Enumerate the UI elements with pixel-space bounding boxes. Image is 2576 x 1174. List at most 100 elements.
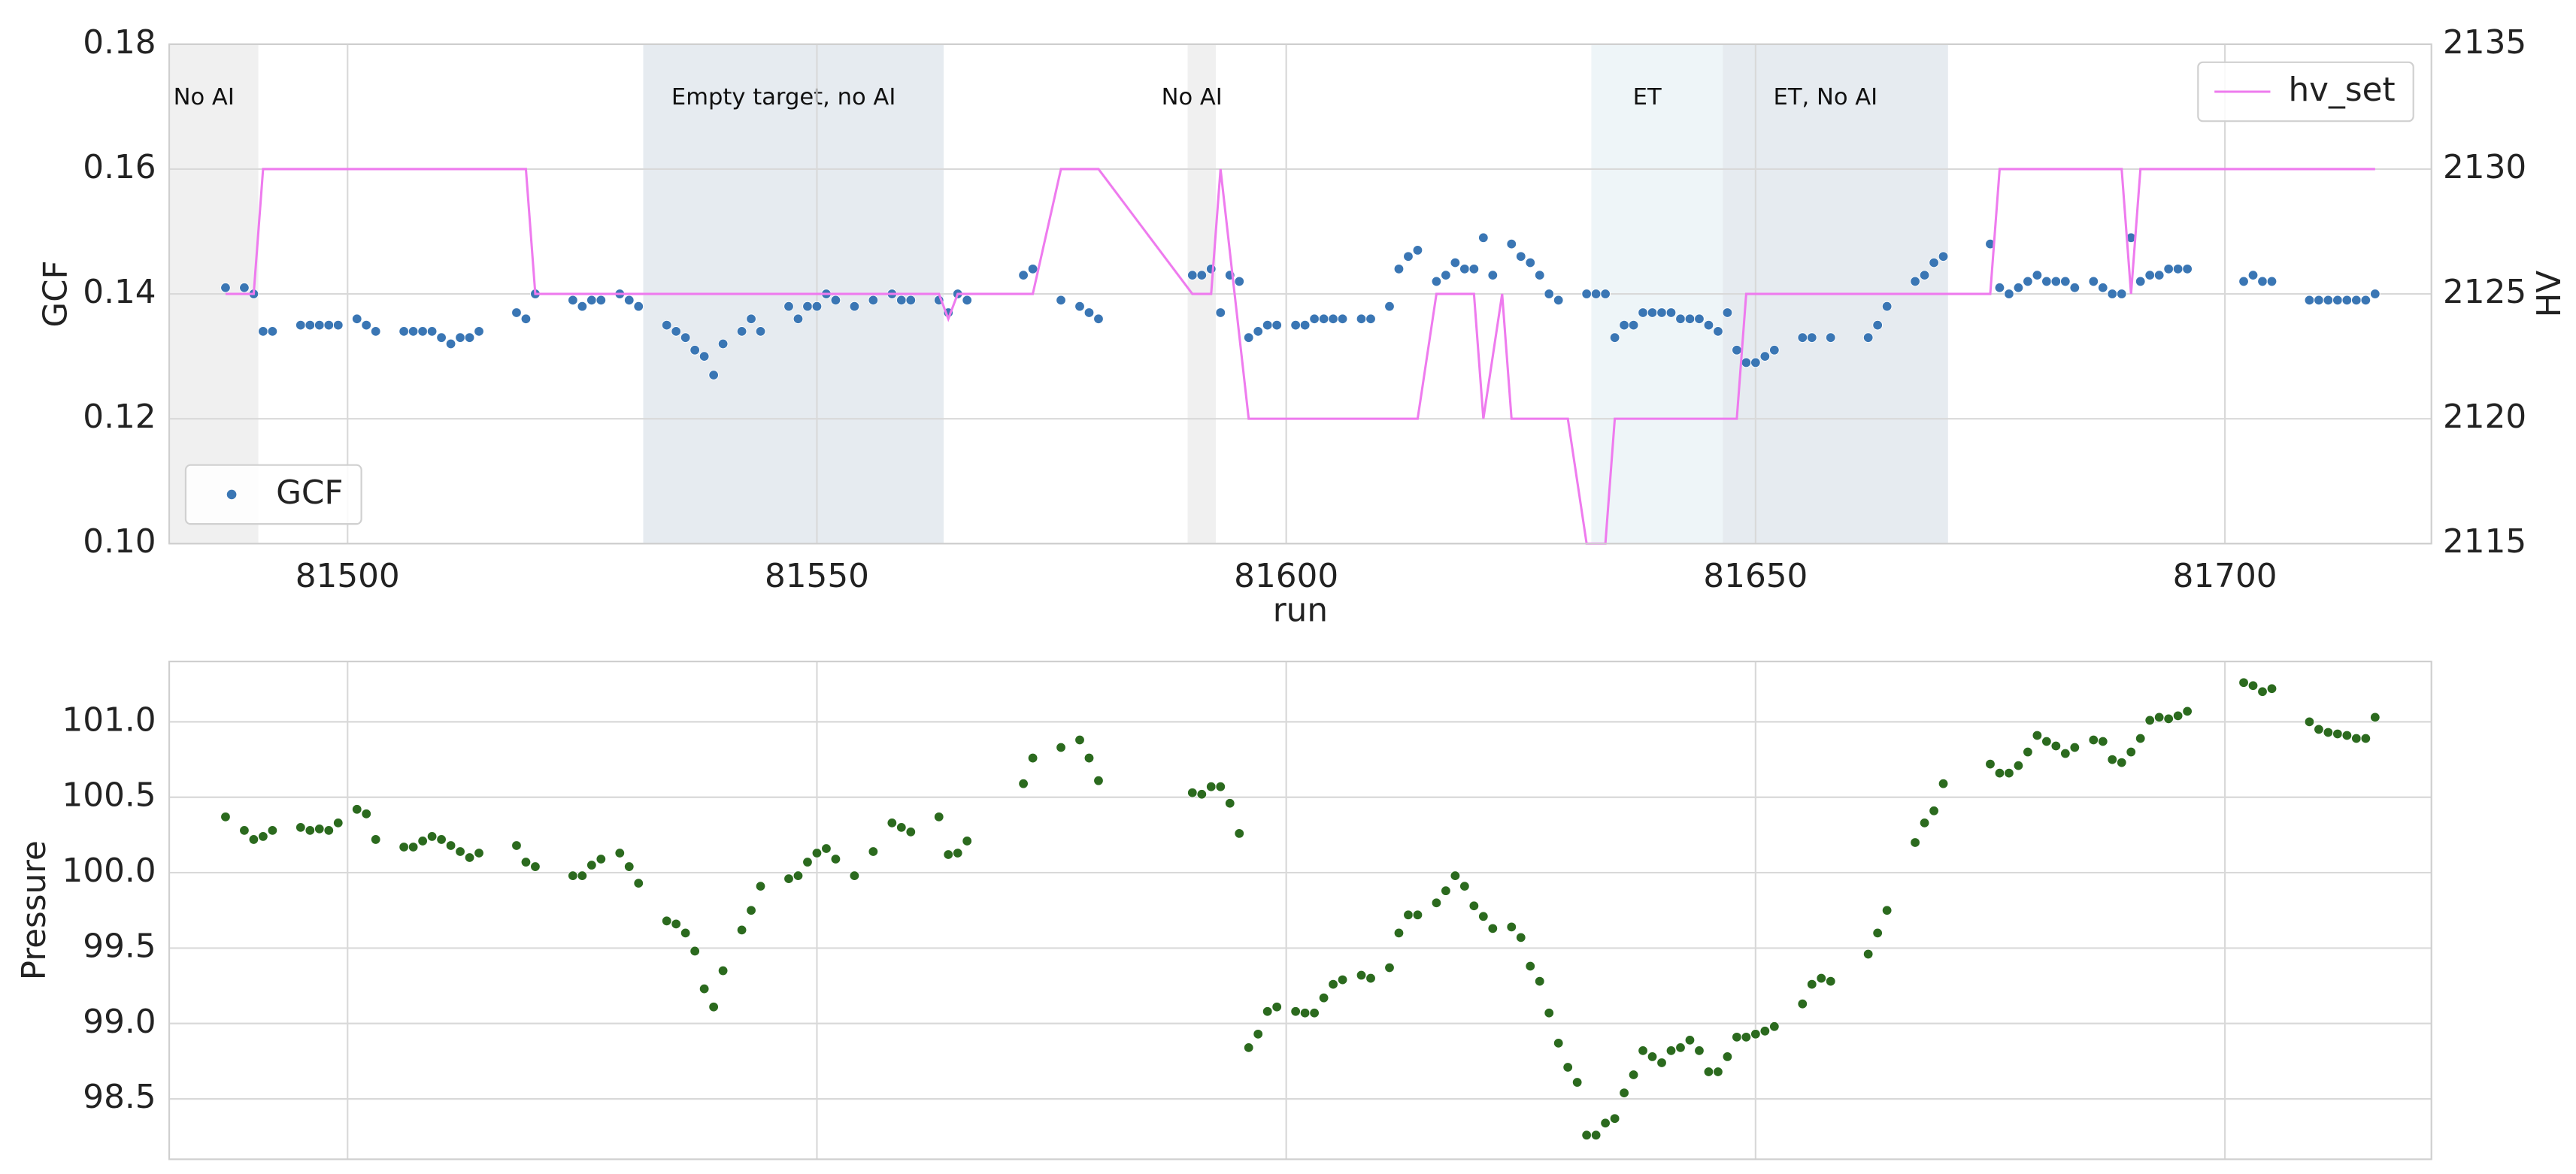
point (2153, 270, 2165, 280)
point (661, 319, 672, 331)
point (755, 881, 766, 891)
point (399, 326, 409, 337)
point (896, 822, 907, 833)
point (689, 946, 700, 957)
point (792, 313, 804, 325)
point (455, 846, 465, 857)
point (1206, 781, 1217, 792)
y2-tick-label: 2125 (2443, 274, 2526, 311)
point (1083, 752, 1095, 764)
point (2144, 715, 2155, 726)
point (1187, 787, 1198, 798)
point (1318, 313, 1329, 325)
y2-axis-label: HV (2531, 271, 2568, 318)
point (2266, 683, 2277, 694)
point (2323, 727, 2334, 738)
point (2304, 716, 2315, 728)
point (868, 295, 879, 306)
point (699, 983, 710, 994)
point (1665, 1045, 1677, 1056)
point (436, 834, 447, 845)
point (314, 319, 325, 331)
point (1675, 1042, 1686, 1053)
point (417, 326, 428, 337)
point (1590, 289, 1602, 299)
point (258, 326, 268, 337)
point (952, 848, 963, 858)
point (830, 854, 841, 864)
point (426, 326, 438, 337)
point (1468, 264, 1480, 274)
point (1994, 767, 2005, 779)
point (1356, 313, 1367, 325)
point (2153, 712, 2165, 723)
point (1741, 1032, 1752, 1042)
point (1929, 806, 1939, 816)
point (2069, 742, 2080, 753)
y2-tick-label: 2115 (2443, 523, 2526, 561)
point (568, 295, 578, 306)
legend-box (184, 464, 362, 525)
point (1619, 319, 1629, 331)
point (905, 295, 917, 306)
point (1515, 932, 1526, 943)
point (1412, 909, 1423, 921)
point (2088, 276, 2099, 287)
point (1187, 270, 1198, 280)
point (258, 831, 268, 842)
point (1609, 1113, 1620, 1124)
point (1018, 778, 1029, 789)
y2-tick-label: 2130 (2443, 149, 2526, 186)
point (1083, 307, 1095, 318)
point (962, 295, 972, 306)
point (1694, 1045, 1705, 1056)
point (2116, 289, 2127, 299)
point (1600, 289, 1611, 299)
point (1056, 742, 1066, 753)
point (295, 822, 306, 833)
point (830, 295, 841, 306)
x-tick-label: 81500 (295, 558, 400, 595)
point (1929, 257, 1939, 268)
point (2370, 712, 2381, 723)
point (717, 338, 729, 349)
point (1872, 927, 1883, 939)
point (2351, 733, 2362, 744)
point (1994, 282, 2005, 293)
point (1056, 295, 1066, 306)
y-tick-label: 100.0 (62, 852, 156, 890)
point (436, 332, 447, 343)
point (1638, 307, 1648, 318)
point (511, 307, 522, 318)
point (2098, 282, 2108, 293)
point (1534, 976, 1545, 987)
point (1290, 1006, 1301, 1017)
point (239, 282, 250, 293)
point (1365, 973, 1376, 984)
x-tick-label: 81650 (1703, 558, 1808, 595)
point (689, 345, 700, 356)
point (1234, 828, 1245, 839)
point (1571, 1077, 1583, 1088)
y-tick-label: 101.0 (62, 701, 156, 739)
point (267, 825, 278, 836)
point (2172, 264, 2184, 274)
point (755, 326, 766, 337)
point (783, 873, 794, 884)
point (1196, 788, 1208, 800)
point (295, 319, 306, 331)
point (868, 846, 879, 857)
point (426, 831, 438, 842)
point (736, 924, 747, 936)
point (1356, 970, 1367, 981)
point (1412, 245, 1423, 256)
point (1506, 921, 1517, 933)
point (408, 842, 419, 852)
point (2238, 677, 2249, 688)
y-tick-label: 0.14 (83, 274, 156, 311)
point (455, 332, 465, 343)
point (1478, 232, 1489, 244)
point (1431, 276, 1442, 287)
y-tick-label: 0.10 (83, 523, 156, 561)
point (577, 870, 588, 881)
